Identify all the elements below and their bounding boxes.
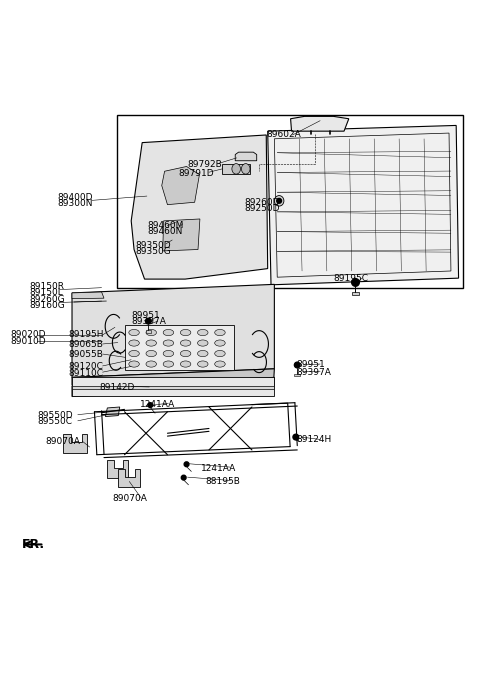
Text: 89300N: 89300N: [58, 199, 93, 208]
Text: 89460M: 89460M: [147, 221, 183, 230]
Text: 89195H: 89195H: [68, 330, 104, 339]
Polygon shape: [72, 378, 275, 396]
Bar: [124, 325, 234, 370]
Text: 88195B: 88195B: [205, 477, 240, 486]
Ellipse shape: [215, 340, 225, 346]
Circle shape: [145, 319, 151, 324]
Ellipse shape: [146, 330, 156, 336]
Text: 89951: 89951: [296, 361, 325, 369]
Circle shape: [293, 434, 299, 440]
Ellipse shape: [275, 195, 284, 206]
Text: 89150R: 89150R: [29, 282, 64, 291]
Ellipse shape: [146, 340, 156, 346]
Text: 89260G: 89260G: [29, 295, 65, 304]
Circle shape: [184, 462, 189, 466]
Ellipse shape: [163, 340, 174, 346]
Text: 89791D: 89791D: [178, 169, 214, 178]
Text: 89250D: 89250D: [245, 204, 280, 213]
Bar: [145, 330, 151, 332]
Ellipse shape: [146, 361, 156, 367]
Ellipse shape: [215, 350, 225, 356]
Ellipse shape: [129, 340, 139, 346]
Text: 1241AA: 1241AA: [140, 400, 175, 409]
Polygon shape: [106, 407, 120, 416]
Text: 89010D: 89010D: [10, 336, 46, 345]
Text: 89142D: 89142D: [99, 383, 134, 392]
Circle shape: [352, 279, 360, 286]
Text: 89055B: 89055B: [68, 350, 103, 359]
Polygon shape: [268, 125, 458, 285]
Text: 89065B: 89065B: [68, 341, 103, 350]
Text: 89350G: 89350G: [135, 248, 171, 257]
Ellipse shape: [198, 361, 208, 367]
Text: FR.: FR.: [22, 538, 45, 551]
Text: 89070A: 89070A: [45, 437, 80, 446]
Ellipse shape: [241, 164, 250, 174]
Polygon shape: [72, 284, 275, 378]
Ellipse shape: [180, 340, 191, 346]
Text: 89070A: 89070A: [112, 494, 147, 503]
Ellipse shape: [232, 164, 240, 174]
Text: 89602A: 89602A: [266, 131, 301, 140]
Bar: [294, 374, 300, 376]
Polygon shape: [63, 433, 87, 453]
Text: 89400D: 89400D: [58, 193, 93, 202]
Polygon shape: [235, 152, 257, 161]
Polygon shape: [118, 469, 140, 486]
Text: 89951: 89951: [131, 311, 160, 320]
Text: 89110C: 89110C: [68, 369, 103, 378]
Polygon shape: [72, 369, 275, 386]
Polygon shape: [72, 292, 104, 299]
Ellipse shape: [198, 340, 208, 346]
Ellipse shape: [198, 350, 208, 356]
Circle shape: [148, 402, 153, 407]
Text: 89150L: 89150L: [29, 288, 63, 297]
Text: 89124H: 89124H: [296, 435, 332, 444]
Bar: [222, 164, 250, 174]
Text: 89550C: 89550C: [37, 418, 72, 427]
Text: 89260D: 89260D: [245, 197, 280, 207]
Polygon shape: [163, 219, 200, 251]
Circle shape: [181, 475, 186, 480]
Text: 89195C: 89195C: [333, 274, 368, 283]
Text: 1241AA: 1241AA: [201, 464, 236, 473]
Bar: [72, 386, 275, 389]
Text: 89550D: 89550D: [37, 411, 73, 420]
Text: 89020D: 89020D: [10, 330, 46, 339]
Polygon shape: [107, 460, 128, 477]
Text: 89460N: 89460N: [147, 227, 182, 237]
Bar: [352, 292, 359, 295]
Ellipse shape: [215, 330, 225, 336]
Ellipse shape: [163, 330, 174, 336]
Ellipse shape: [129, 330, 139, 336]
Ellipse shape: [198, 330, 208, 336]
Ellipse shape: [180, 350, 191, 356]
Text: 89397A: 89397A: [296, 367, 331, 376]
Ellipse shape: [146, 350, 156, 356]
Ellipse shape: [180, 330, 191, 336]
Text: 89160G: 89160G: [29, 301, 65, 310]
Polygon shape: [131, 135, 268, 279]
Text: 89120C: 89120C: [68, 363, 103, 372]
Text: 89792B: 89792B: [188, 160, 222, 169]
Circle shape: [277, 198, 281, 203]
Ellipse shape: [180, 361, 191, 367]
Text: 89350D: 89350D: [135, 241, 170, 250]
Ellipse shape: [129, 361, 139, 367]
Bar: [117, 115, 463, 288]
Bar: [72, 378, 275, 396]
Ellipse shape: [163, 361, 174, 367]
Text: 89397A: 89397A: [131, 317, 166, 326]
Ellipse shape: [215, 361, 225, 367]
Ellipse shape: [163, 350, 174, 356]
Ellipse shape: [129, 350, 139, 356]
Polygon shape: [290, 116, 349, 131]
Circle shape: [294, 362, 300, 368]
Polygon shape: [162, 166, 199, 204]
